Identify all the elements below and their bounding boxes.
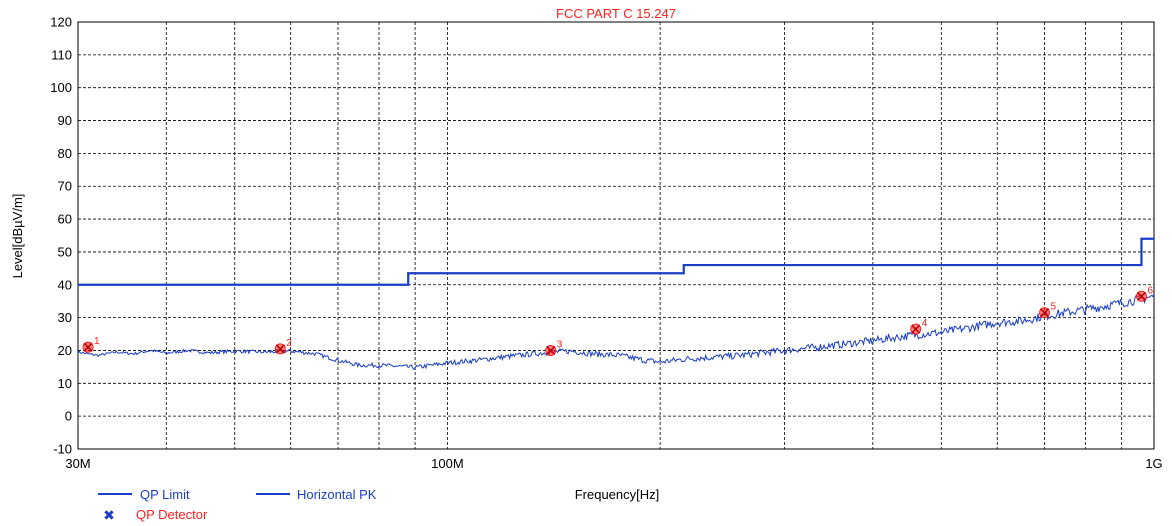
x-axis-ticks: 30M 100M 1G bbox=[65, 456, 1162, 471]
qp-detector-marker: 6 bbox=[1135, 285, 1153, 302]
chart-title: FCC PART C 15.247 bbox=[556, 6, 676, 21]
marker-cross bbox=[83, 342, 93, 352]
y-tick-label: 20 bbox=[58, 343, 72, 358]
y-tick-label: 30 bbox=[58, 310, 72, 325]
marker-label: 1 bbox=[94, 336, 100, 347]
qp-detector-marker: 3 bbox=[545, 339, 563, 356]
y-tick-label: 80 bbox=[58, 146, 72, 161]
y-tick-label: 10 bbox=[58, 376, 72, 391]
qp-detector-marker: 2 bbox=[274, 338, 292, 355]
legend-label-qp-limit: QP Limit bbox=[140, 487, 190, 502]
y-tick-label: 100 bbox=[50, 80, 72, 95]
qp-detector-marker: 4 bbox=[910, 318, 928, 335]
marker-layer: 1 2 3 4 5 6 bbox=[82, 285, 1153, 356]
y-tick-label: 50 bbox=[58, 244, 72, 259]
y-tick-label: 90 bbox=[58, 113, 72, 128]
x-axis-label: Frequency[Hz] bbox=[575, 487, 660, 502]
legend-swatch-qp-detector-icon: ✖ bbox=[103, 508, 115, 524]
qp-detector-marker: 1 bbox=[82, 336, 100, 353]
marker-label: 2 bbox=[286, 338, 292, 349]
series-line-qp-limit bbox=[78, 237, 1154, 286]
marker-cross bbox=[911, 324, 921, 334]
y-tick-label: 70 bbox=[58, 179, 72, 194]
grid bbox=[78, 22, 1154, 449]
y-axis-label: Level[dBµV/m] bbox=[10, 194, 25, 279]
legend-entry-qp-detector: ✖ QP Detector bbox=[103, 507, 208, 524]
y-tick-label: 60 bbox=[58, 212, 72, 227]
y-tick-label: 110 bbox=[51, 47, 72, 62]
x-tick-label: 1G bbox=[1145, 456, 1162, 471]
y-tick-label: 40 bbox=[58, 277, 72, 292]
legend-label-qp-detector: QP Detector bbox=[136, 507, 208, 522]
legend: QP Limit Horizontal PK ✖ QP Detector bbox=[98, 487, 377, 524]
marker-cross bbox=[1039, 308, 1050, 318]
marker-label: 3 bbox=[557, 339, 563, 350]
x-tick-label: 100M bbox=[431, 456, 464, 471]
legend-entry-horizontal-pk: Horizontal PK bbox=[256, 487, 377, 502]
marker-cross bbox=[546, 345, 556, 356]
series-line-horizontal-pk bbox=[77, 293, 1155, 371]
plot-frame bbox=[77, 21, 1155, 450]
marker-label: 5 bbox=[1051, 302, 1057, 313]
y-tick-label: -10 bbox=[53, 442, 72, 457]
x-tick-label: 30M bbox=[65, 456, 90, 471]
y-axis-ticks: -10 0 10 20 30 40 50 60 70 80 90 100 110 120 bbox=[50, 15, 72, 457]
series-layer bbox=[77, 237, 1155, 371]
marker-cross bbox=[1136, 291, 1147, 301]
legend-entry-qp-limit: QP Limit bbox=[98, 487, 190, 502]
y-tick-label: 0 bbox=[65, 409, 72, 424]
marker-label: 6 bbox=[1147, 285, 1153, 296]
qp-detector-marker: 5 bbox=[1039, 302, 1057, 319]
marker-label: 4 bbox=[922, 318, 928, 329]
marker-cross bbox=[275, 344, 285, 354]
legend-label-horizontal-pk: Horizontal PK bbox=[297, 487, 377, 502]
y-tick-label: 120 bbox=[50, 15, 72, 30]
